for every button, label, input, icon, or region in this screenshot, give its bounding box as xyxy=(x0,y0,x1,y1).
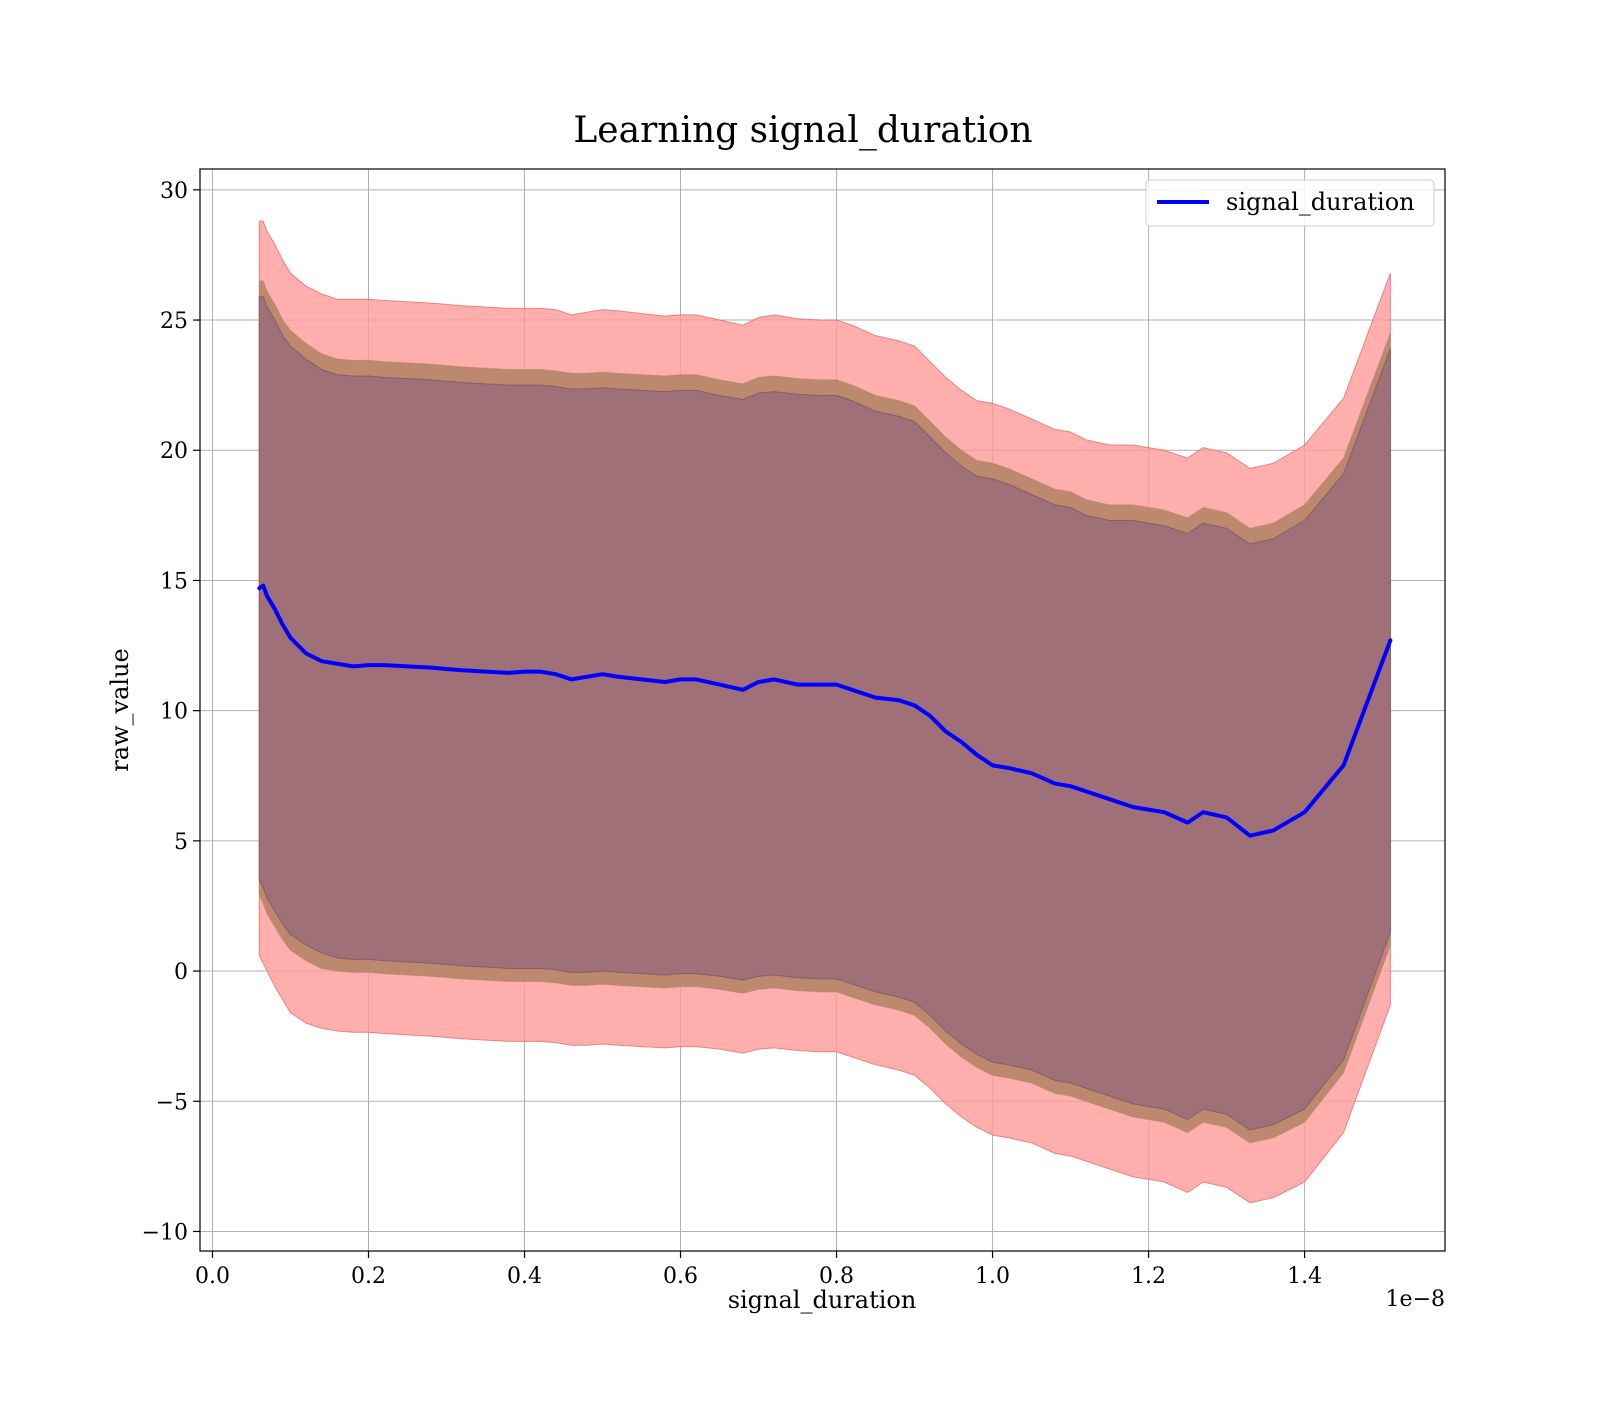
y-tick-label-0: −10 xyxy=(142,1220,188,1245)
y-tick-label-7: 25 xyxy=(160,309,188,334)
legend-box xyxy=(1145,179,1435,227)
x-tick-label-3: 0.6 xyxy=(663,1264,698,1289)
x-axis-ticks: 0.0 0.2 0.4 0.6 0.8 1.0 1.2 1.4 xyxy=(195,1251,1322,1289)
x-tick-label-4: 0.8 xyxy=(819,1264,854,1289)
y-tick-label-5: 15 xyxy=(160,569,188,594)
x-tick-label-5: 1.0 xyxy=(975,1264,1010,1289)
x-tick-label-2: 0.4 xyxy=(507,1264,542,1289)
x-tick-label-0: 0.0 xyxy=(195,1264,230,1289)
y-tick-label-8: 30 xyxy=(160,179,188,204)
legend-label-signal-duration: signal_duration xyxy=(1226,188,1415,216)
plot-frame xyxy=(199,168,1446,1252)
y-tick-label-6: 20 xyxy=(160,439,188,464)
legend: signal_duration xyxy=(1145,179,1435,227)
x-tick-label-1: 0.2 xyxy=(351,1264,386,1289)
y-tick-label-4: 10 xyxy=(160,700,188,725)
x-axis-label: signal_duration xyxy=(728,1286,917,1314)
series-lines xyxy=(257,583,1393,838)
x-tick-label-6: 1.2 xyxy=(1131,1264,1166,1289)
chart-title: Learning signal_duration xyxy=(573,110,1032,151)
y-axis-label: raw_value xyxy=(106,648,134,772)
y-tick-label-1: −5 xyxy=(156,1090,188,1115)
y-tick-label-3: 5 xyxy=(174,830,188,855)
y-tick-label-2: 0 xyxy=(174,960,188,985)
x-tick-label-7: 1.4 xyxy=(1287,1264,1322,1289)
y-axis-ticks: −10 −5 0 5 10 15 20 25 30 xyxy=(142,179,200,1245)
bands xyxy=(258,220,1391,1204)
series-line-0 xyxy=(257,583,1393,838)
band-inner xyxy=(258,296,1391,1131)
x-axis-offset-label: 1e−8 xyxy=(1386,1287,1445,1312)
